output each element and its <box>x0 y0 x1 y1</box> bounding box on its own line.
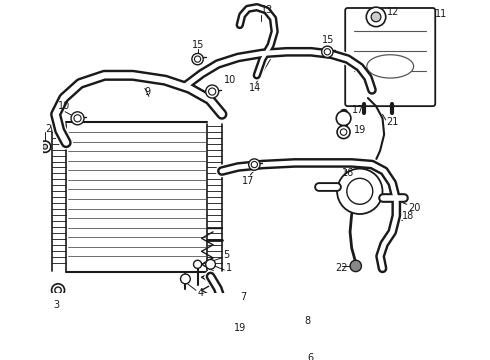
Text: 3: 3 <box>53 300 59 310</box>
Circle shape <box>206 260 216 269</box>
Circle shape <box>336 111 351 126</box>
Text: 1: 1 <box>226 264 232 273</box>
Text: 21: 21 <box>386 117 398 127</box>
Circle shape <box>209 88 216 95</box>
Circle shape <box>241 325 252 337</box>
Text: 17: 17 <box>242 176 255 186</box>
Circle shape <box>192 53 203 65</box>
Text: 16: 16 <box>342 168 354 177</box>
Text: 9: 9 <box>145 86 151 96</box>
Text: 13: 13 <box>261 5 273 15</box>
Circle shape <box>347 178 373 204</box>
Circle shape <box>367 7 386 27</box>
Circle shape <box>74 115 81 122</box>
Circle shape <box>55 287 61 293</box>
FancyBboxPatch shape <box>345 8 435 106</box>
Text: 17: 17 <box>352 105 364 115</box>
Circle shape <box>341 129 347 135</box>
Text: 19: 19 <box>354 126 367 135</box>
Text: 14: 14 <box>248 83 261 93</box>
Circle shape <box>321 46 333 58</box>
Text: 7: 7 <box>240 292 246 302</box>
Circle shape <box>51 284 65 297</box>
Circle shape <box>350 260 362 271</box>
Circle shape <box>291 317 299 325</box>
Ellipse shape <box>367 55 414 78</box>
Circle shape <box>206 85 219 98</box>
Text: 5: 5 <box>223 249 230 260</box>
Circle shape <box>180 274 190 284</box>
Text: 19: 19 <box>234 323 246 333</box>
Circle shape <box>39 141 51 152</box>
Text: 8: 8 <box>305 316 311 326</box>
Text: 12: 12 <box>387 7 399 17</box>
Text: 6: 6 <box>307 352 313 360</box>
Text: 11: 11 <box>435 9 447 19</box>
Circle shape <box>371 12 381 22</box>
Text: 22: 22 <box>336 264 348 273</box>
Text: 15: 15 <box>192 40 204 50</box>
Circle shape <box>244 328 248 333</box>
Text: 10: 10 <box>223 75 236 85</box>
Circle shape <box>71 112 84 125</box>
Circle shape <box>195 56 201 62</box>
Circle shape <box>251 161 257 168</box>
Circle shape <box>43 144 48 149</box>
Text: 18: 18 <box>402 211 414 221</box>
Circle shape <box>248 159 260 170</box>
Text: 20: 20 <box>409 203 421 212</box>
Text: 15: 15 <box>321 35 334 45</box>
Text: 4: 4 <box>197 288 204 298</box>
Circle shape <box>337 126 350 139</box>
Circle shape <box>337 168 383 214</box>
Circle shape <box>194 260 201 268</box>
Text: 2: 2 <box>45 124 51 134</box>
Circle shape <box>324 49 330 55</box>
Text: 10: 10 <box>58 101 70 111</box>
Circle shape <box>287 313 303 329</box>
